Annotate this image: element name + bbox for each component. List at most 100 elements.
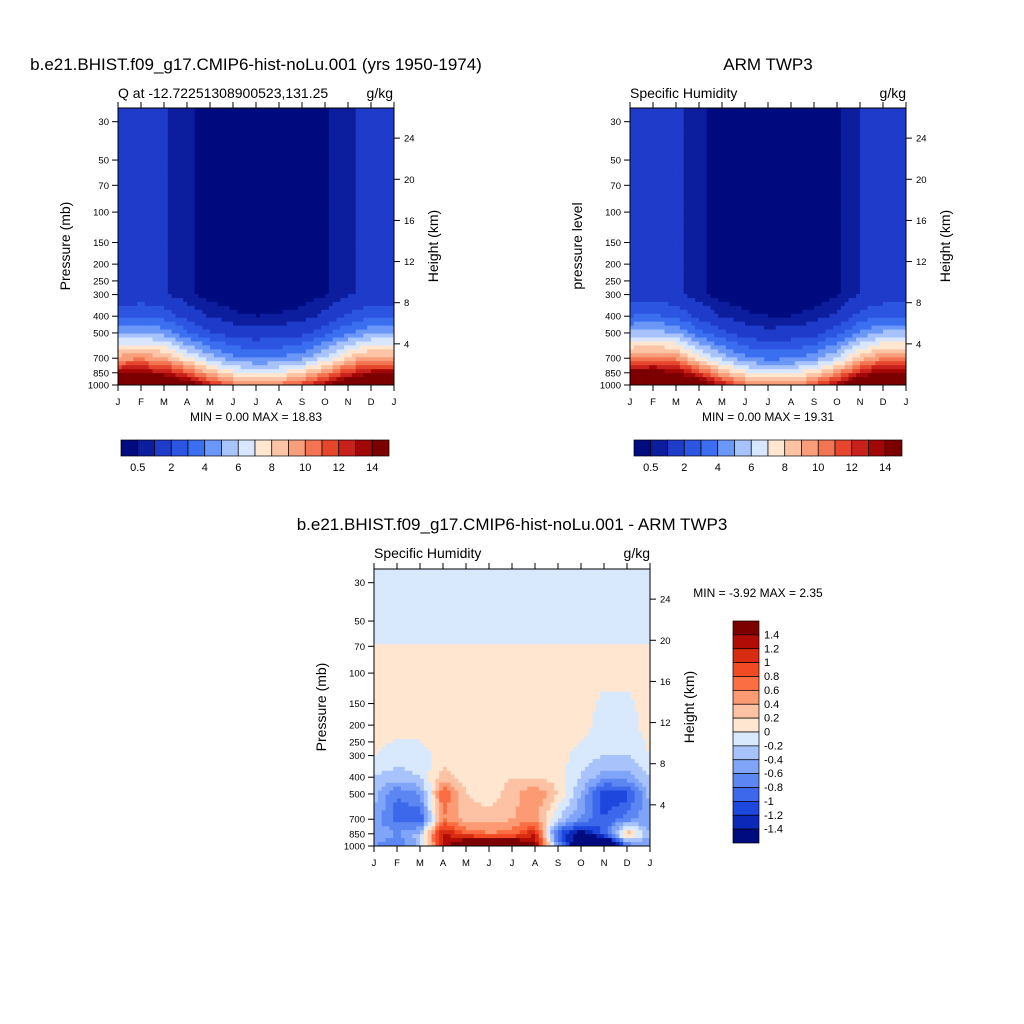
contour-cell xyxy=(259,361,265,366)
contour-cell xyxy=(351,297,357,303)
contour-cell xyxy=(240,341,246,347)
contour-cell xyxy=(179,305,184,311)
contour-cell xyxy=(271,369,276,374)
contour-cell xyxy=(206,187,211,192)
contour-cell xyxy=(194,230,200,236)
contour-cell xyxy=(263,278,269,283)
contour-cell xyxy=(309,151,315,157)
contour-cell xyxy=(240,297,246,303)
contour-cell xyxy=(267,266,272,271)
contour-cell xyxy=(236,195,242,200)
contour-cell xyxy=(340,183,345,188)
contour-cell xyxy=(160,155,165,161)
contour-cell xyxy=(171,111,177,117)
contour-cell xyxy=(351,123,357,129)
contour-cell xyxy=(382,179,387,184)
contour-cell xyxy=(267,210,272,216)
contour-cell xyxy=(267,171,272,176)
contour-cell xyxy=(141,345,146,350)
contour-cell xyxy=(236,282,242,287)
contour-cell xyxy=(194,266,200,271)
contour-cell xyxy=(190,361,196,366)
contour-cell xyxy=(344,278,349,283)
contour-cell xyxy=(229,321,234,327)
contour-cell xyxy=(313,262,318,267)
contour-cell xyxy=(187,353,192,358)
contour-cell xyxy=(336,191,341,196)
contour-cell xyxy=(317,175,322,180)
contour-cell xyxy=(244,301,249,307)
contour-cell xyxy=(336,297,341,303)
contour-cell xyxy=(332,309,338,315)
contour-cell xyxy=(279,313,284,319)
contour-cell xyxy=(125,301,131,307)
contour-cell xyxy=(348,206,353,212)
contour-cell xyxy=(118,151,123,157)
contour-cell xyxy=(175,210,180,216)
contour-cell xyxy=(171,210,177,216)
contour-cell xyxy=(206,369,211,374)
contour-cell xyxy=(371,191,376,196)
contour-cell xyxy=(282,266,288,271)
contour-cell xyxy=(179,353,184,358)
contour-cell xyxy=(348,353,353,358)
contour-cell xyxy=(144,254,150,259)
contour-cell xyxy=(175,179,180,184)
contour-cell xyxy=(328,131,334,137)
contour-cell xyxy=(302,111,307,117)
contour-cell xyxy=(202,171,207,176)
contour-cell xyxy=(198,127,203,133)
contour-cell xyxy=(328,262,334,267)
contour-cell xyxy=(148,278,154,283)
contour-cell xyxy=(171,222,177,228)
contour-cell xyxy=(240,258,246,263)
contour-cell xyxy=(390,147,394,153)
contour-cell xyxy=(355,357,361,362)
contour-cell xyxy=(374,115,380,121)
contour-cell xyxy=(233,353,238,358)
contour-cell xyxy=(367,293,372,299)
contour-cell xyxy=(374,258,380,263)
contour-cell xyxy=(351,175,357,180)
contour-cell xyxy=(332,250,338,256)
contour-cell xyxy=(183,159,188,164)
contour-cell xyxy=(167,325,173,331)
contour-cell xyxy=(321,135,326,141)
contour-cell xyxy=(267,293,272,299)
contour-cell xyxy=(160,202,165,208)
contour-cell xyxy=(179,286,184,291)
contour-cell xyxy=(271,250,276,256)
contour-cell xyxy=(183,191,188,196)
contour-cell xyxy=(233,147,238,153)
contour-cell xyxy=(336,341,341,347)
contour-cell xyxy=(282,313,288,319)
contour-cell xyxy=(133,286,138,291)
contour-cell xyxy=(175,377,180,382)
contour-cell xyxy=(363,270,368,275)
contour-cell xyxy=(190,230,196,236)
contour-cell xyxy=(190,290,196,295)
contour-cell xyxy=(121,254,127,259)
contour-cell xyxy=(290,147,295,153)
contour-cell xyxy=(248,309,253,315)
contour-cell xyxy=(221,270,226,275)
contour-cell xyxy=(305,278,311,283)
contour-cell xyxy=(279,195,284,200)
contour-cell xyxy=(344,305,349,311)
contour-cell xyxy=(367,230,372,236)
contour-cell xyxy=(217,115,223,121)
contour-cell xyxy=(240,238,246,244)
contour-cell xyxy=(198,210,203,216)
contour-cell xyxy=(286,175,292,180)
contour-cell xyxy=(144,262,150,267)
contour-cell xyxy=(244,151,249,157)
contour-cell xyxy=(171,286,177,291)
contour-cell xyxy=(175,309,180,315)
contour-cell xyxy=(179,373,184,378)
contour-cell xyxy=(125,155,131,161)
contour-cell xyxy=(141,222,146,228)
contour-cell xyxy=(210,329,215,335)
contour-cell xyxy=(194,290,200,295)
contour-cell xyxy=(256,297,261,303)
contour-cell xyxy=(233,222,238,228)
